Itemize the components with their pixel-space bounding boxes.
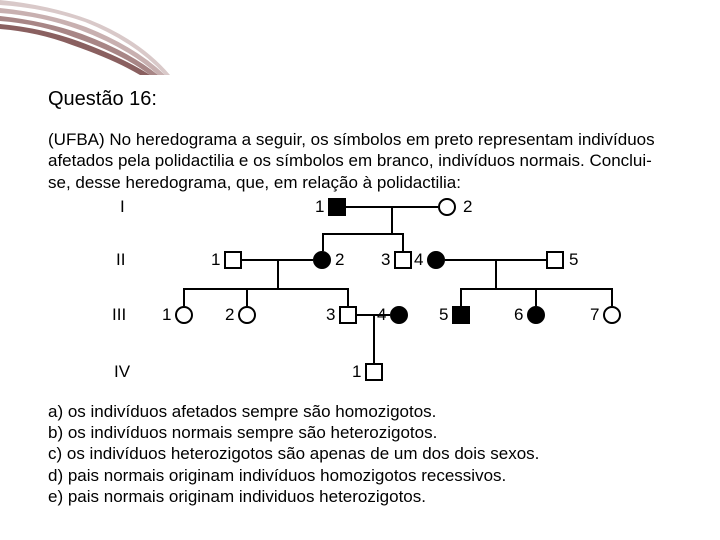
gen-II-label: II	[116, 250, 125, 270]
gen-I-label: I	[120, 197, 125, 217]
num-II5: 5	[569, 250, 578, 270]
num-II1: 1	[211, 250, 220, 270]
line-III1-d	[183, 288, 185, 306]
person-IV1	[365, 363, 383, 381]
person-I1	[328, 198, 346, 216]
pedigree-diagram: I II III IV 1 2 1 2 3 4 5	[68, 197, 688, 401]
line-III2-d	[246, 288, 248, 306]
num-III1: 1	[162, 305, 171, 325]
answer-c: c) os indivíduos heterozigotos são apena…	[48, 443, 672, 464]
person-III7	[603, 306, 621, 324]
person-II3	[394, 251, 412, 269]
person-I2	[438, 198, 456, 216]
num-II4: 4	[414, 250, 423, 270]
person-II5	[546, 251, 564, 269]
line-III5-d	[460, 288, 462, 306]
line-II2-down	[322, 233, 324, 251]
line-II3-down	[402, 233, 404, 251]
num-I2: 2	[463, 197, 472, 217]
person-III6	[527, 306, 545, 324]
person-II1	[224, 251, 242, 269]
line-III6-d	[535, 288, 537, 306]
line-I-down	[391, 206, 393, 233]
answer-d: d) pais normais originam indivíduos homo…	[48, 465, 672, 486]
person-III2	[238, 306, 256, 324]
num-III6: 6	[514, 305, 523, 325]
person-II4	[427, 251, 445, 269]
question-text: (UFBA) No heredograma a seguir, os símbo…	[48, 129, 672, 193]
gen-III-label: III	[112, 305, 126, 325]
num-III7: 7	[590, 305, 599, 325]
answer-b: b) os indivíduos normais sempre são hete…	[48, 422, 672, 443]
line-II12-down	[277, 259, 279, 288]
answer-a: a) os indivíduos afetados sempre são hom…	[48, 401, 672, 422]
line-III34-down	[373, 314, 375, 363]
answer-e: e) pais normais originam individuos hete…	[48, 486, 672, 507]
num-II3: 3	[381, 250, 390, 270]
num-II2: 2	[335, 250, 344, 270]
person-III1	[175, 306, 193, 324]
num-III2: 2	[225, 305, 234, 325]
line-II-sib	[322, 233, 404, 235]
num-IV1: 1	[352, 362, 361, 382]
person-III3	[339, 306, 357, 324]
gen-IV-label: IV	[114, 362, 130, 382]
num-III5: 5	[439, 305, 448, 325]
person-II2	[313, 251, 331, 269]
person-III4	[390, 306, 408, 324]
line-III7-d	[611, 288, 613, 306]
person-III5	[452, 306, 470, 324]
num-I1: 1	[315, 197, 324, 217]
line-II45-down	[495, 259, 497, 288]
line-III3-d	[347, 288, 349, 306]
decorative-ribbon	[0, 0, 170, 75]
answer-options: a) os indivíduos afetados sempre são hom…	[48, 401, 672, 507]
line-III-left-sib	[183, 288, 349, 290]
question-title: Questão 16:	[48, 88, 672, 111]
num-III3: 3	[326, 305, 335, 325]
